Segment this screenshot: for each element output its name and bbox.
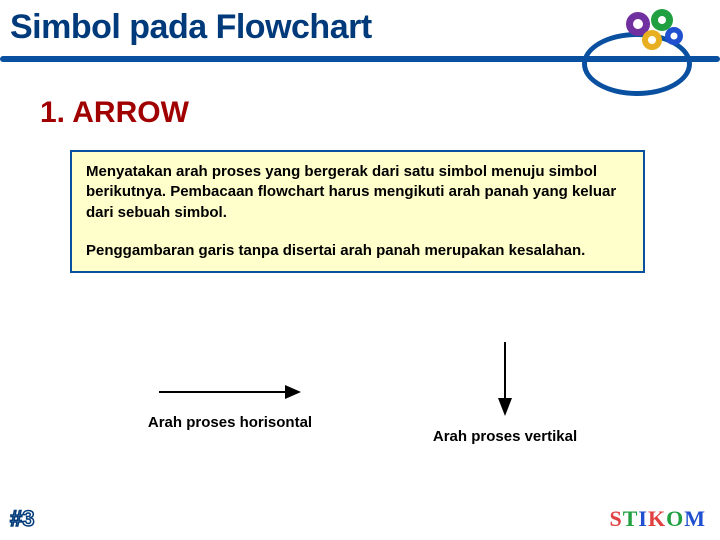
arrow-down-icon [493, 340, 517, 418]
vertical-arrow-label: Arah proses vertikal [405, 428, 605, 445]
horizontal-arrow-label: Arah proses horisontal [110, 414, 350, 431]
paragraph-1: Menyatakan arah proses yang bergerak dar… [86, 162, 629, 223]
description-box: Menyatakan arah proses yang bergerak dar… [70, 150, 645, 273]
gears-logo-icon [620, 6, 690, 54]
arrow-examples: Arah proses horisontal Arah proses verti… [70, 360, 645, 490]
title-underline [0, 56, 720, 62]
slide-number: #3 [10, 506, 34, 532]
arrow-right-icon [155, 380, 305, 404]
vertical-arrow-block: Arah proses vertikal [405, 340, 605, 445]
horizontal-arrow-block: Arah proses horisontal [110, 360, 350, 431]
section-heading: 1. ARROW [40, 96, 189, 130]
brand-logo-text: STIKOM [609, 506, 706, 532]
paragraph-2: Penggambaran garis tanpa disertai arah p… [86, 241, 629, 261]
